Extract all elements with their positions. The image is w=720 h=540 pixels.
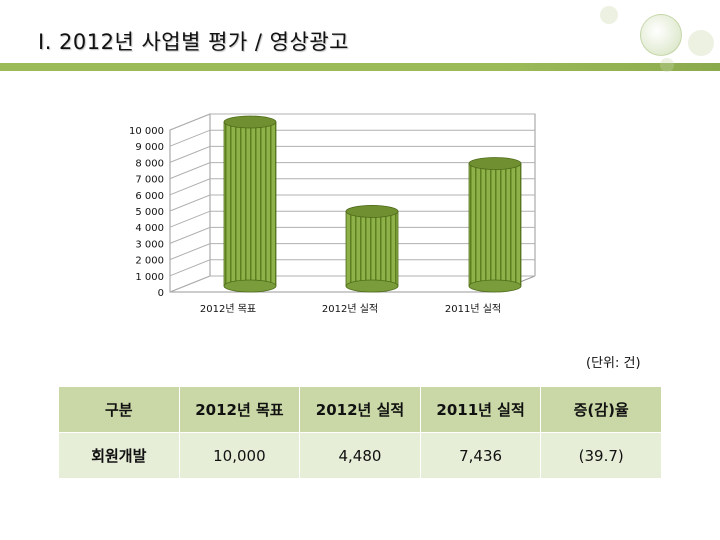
y-tick-label: 2 000 [135, 256, 164, 267]
bar-top [223, 115, 277, 129]
x-category-label: 2011년 실적 [445, 303, 501, 315]
grid-line [169, 210, 535, 228]
y-tick-label: 10 000 [129, 126, 164, 137]
x-category-label: 2012년 실적 [322, 303, 378, 315]
bar-top [468, 157, 522, 170]
bar-body [345, 211, 399, 287]
y-tick-label: 5 000 [135, 207, 164, 218]
table-header-cell: 증(감)율 [540, 386, 662, 433]
grid-line [169, 243, 535, 261]
table-cell: (39.7) [540, 432, 662, 479]
grid-line [169, 275, 535, 293]
table-row: 회원개발 10,000 4,480 7,436 (39.7) [58, 432, 662, 479]
table-header-cell: 2012년 실적 [299, 386, 421, 433]
table-header-row: 구분 2012년 목표 2012년 실적 2011년 실적 증(감)율 [58, 386, 662, 433]
y-tick-label: 0 [158, 288, 164, 299]
decorative-bubble [660, 58, 674, 72]
y-tick-label: 6 000 [135, 191, 164, 202]
title-divider [0, 63, 720, 71]
bar-body [468, 163, 522, 287]
x-category-label: 2012년 목표 [200, 303, 256, 315]
table-header-cell: 2012년 목표 [178, 386, 301, 433]
unit-note: (단위: 건) [586, 356, 641, 371]
grid-line [169, 259, 535, 277]
decorative-bubble [640, 14, 682, 56]
bar-body [223, 121, 277, 287]
table-cell: 7,436 [419, 432, 542, 479]
y-tick-label: 4 000 [135, 223, 164, 234]
y-tick-label: 1 000 [135, 272, 164, 283]
grid-line [169, 113, 535, 131]
grid-line [169, 226, 535, 244]
grid-line [169, 194, 535, 212]
y-tick-label: 8 000 [135, 158, 164, 169]
table-cell: 회원개발 [58, 432, 180, 479]
y-tick-label: 9 000 [135, 142, 164, 153]
y-tick-label: 3 000 [135, 239, 164, 250]
page-title: Ⅰ. 2012년 사업별 평가 / 영상광고 [38, 30, 349, 54]
decorative-bubble [600, 6, 618, 24]
bar-base [345, 279, 399, 293]
grid-line [169, 162, 535, 180]
results-table: 구분 2012년 목표 2012년 실적 2011년 실적 증(감)율 회원개발… [58, 386, 662, 479]
bar [345, 205, 399, 293]
table-header-cell: 구분 [58, 386, 180, 433]
y-tick-label: 7 000 [135, 175, 164, 186]
grid-line [169, 178, 535, 196]
table-header-cell: 2011년 실적 [419, 386, 542, 433]
bar-chart: 0 1 000 2 000 3 000 4 000 5 000 6 000 7 000 8 00… [129, 113, 536, 315]
bar [223, 115, 277, 293]
bar-base [468, 279, 522, 293]
grid-line [169, 145, 535, 163]
table-cell: 10,000 [178, 432, 301, 479]
table-cell: 4,480 [299, 432, 421, 479]
bar-base [223, 279, 277, 293]
bar [468, 157, 522, 293]
bar-top [345, 205, 399, 218]
decorative-bubble [688, 30, 714, 56]
grid-line [169, 129, 535, 147]
